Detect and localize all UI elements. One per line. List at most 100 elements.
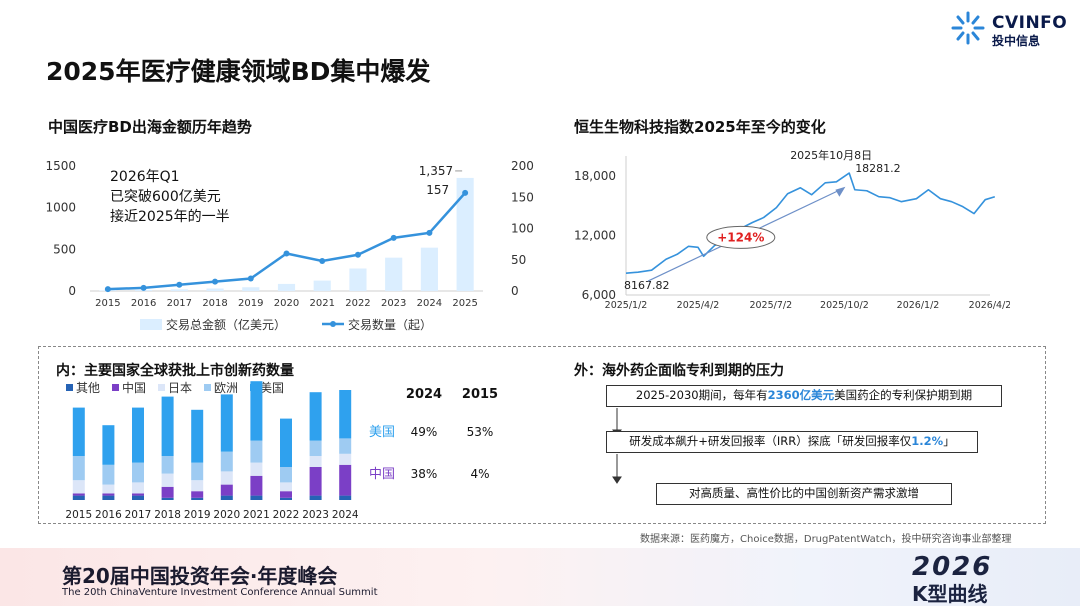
stacked-segment xyxy=(220,451,233,472)
table-row-label: 美国 xyxy=(369,425,395,440)
legend-bar-swatch xyxy=(140,319,162,330)
flow-step-1: 2025-2030期间，每年有2360亿美元美国药企的专利保护期到期 xyxy=(606,385,1002,407)
bar xyxy=(313,280,331,291)
stacked-segment xyxy=(280,467,292,483)
bar-label: 1,357 xyxy=(419,164,453,178)
x-tick: 2021 xyxy=(243,509,270,521)
legend-label: 美国 xyxy=(260,381,284,395)
line-point xyxy=(212,278,219,285)
pressure-title: 外：海外药企面临专利到期的压力 xyxy=(574,363,784,379)
flow-step-2: 研发成本飙升+研发回报率（IRR）探底「研发回报率仅1.2%」 xyxy=(606,431,978,453)
bar xyxy=(420,247,438,291)
x-tick: 2025/10/2 xyxy=(820,300,869,311)
footer-banner xyxy=(0,548,1080,606)
line-point xyxy=(319,258,326,264)
index-line xyxy=(625,172,996,274)
index-chart: 6,000 12,000 18,000 2025/1/2 2025/4/2 2025/7/… xyxy=(574,148,1010,311)
brand-name-en: CVINFO xyxy=(992,13,1068,33)
stacked-segment xyxy=(72,456,85,481)
x-tick: 2022 xyxy=(345,298,370,309)
stacked-segment xyxy=(250,440,263,463)
line-series xyxy=(107,192,467,291)
table-header: 2024 xyxy=(406,387,442,402)
bd-chart: 0 500 1000 1500 0 50 100 150 200 2015 2016 2017 2018… xyxy=(45,159,534,332)
legend-label: 其他 xyxy=(76,381,100,395)
x-tick: 2018 xyxy=(154,509,181,521)
stacked-segment xyxy=(339,438,352,454)
legend-swatch xyxy=(112,384,119,391)
stacked-segment xyxy=(339,390,352,439)
stacked-segment xyxy=(102,495,115,500)
brand-logo: CVINFO 投中信息 xyxy=(950,10,1070,50)
line-point xyxy=(247,275,254,282)
flow-step-3: 对高质量、高性价比的中国创新资产需求激增 xyxy=(656,483,952,505)
legend-swatch xyxy=(204,384,211,391)
change-label: +124% xyxy=(717,230,764,244)
stacked-segment xyxy=(191,409,204,463)
x-tick: 2017 xyxy=(167,298,192,309)
y-right-tick: 50 xyxy=(511,253,526,267)
line-point xyxy=(390,234,397,241)
x-tick: 2023 xyxy=(302,509,329,521)
x-tick: 2017 xyxy=(125,509,152,521)
peak-value-label: 18281.2 xyxy=(855,162,901,175)
data-source: 数据来源：医药魔方，Choice数据，DrugPatentWatch，投中研究咨… xyxy=(640,534,1012,545)
stacked-segment xyxy=(309,456,322,467)
x-tick: 2015 xyxy=(95,298,120,309)
x-tick: 2025 xyxy=(452,298,477,309)
stacked-segment xyxy=(220,394,233,452)
y-left-tick: 1500 xyxy=(45,159,76,173)
bd-chart-title: 中国医疗BD出海金额历年趋势 xyxy=(48,118,252,136)
x-tick: 2016 xyxy=(131,298,156,309)
bar xyxy=(456,177,474,291)
stacked-segment xyxy=(102,493,115,496)
table-header: 2015 xyxy=(462,387,498,402)
x-tick: 2016 xyxy=(95,509,122,521)
page-title: 2025年医疗健康领域BD集中爆发 xyxy=(46,57,431,86)
footer-title-en: The 20th ChinaVenture Investment Confere… xyxy=(62,587,378,598)
stacked-segment xyxy=(102,484,115,494)
table-cell: 49% xyxy=(411,425,438,439)
legend-label: 日本 xyxy=(168,381,192,395)
stacked-segment xyxy=(102,464,115,485)
stacked-segment xyxy=(191,497,204,500)
y-tick: 12,000 xyxy=(574,228,616,242)
x-tick: 2023 xyxy=(381,298,406,309)
x-tick: 2015 xyxy=(65,509,92,521)
stacked-segment xyxy=(309,495,322,500)
x-tick: 2024 xyxy=(332,509,359,521)
stacked-segment xyxy=(161,497,174,500)
y-right-tick: 200 xyxy=(511,159,534,173)
stacked-segment xyxy=(132,462,144,483)
bar xyxy=(349,268,367,291)
line-point xyxy=(176,281,183,288)
bar xyxy=(170,289,188,291)
bar xyxy=(385,257,403,291)
stacked-segment xyxy=(280,418,292,467)
stacked-segment xyxy=(309,440,322,456)
x-tick: 2020 xyxy=(274,298,299,309)
bottom-panel xyxy=(38,346,1046,524)
stacked-segment xyxy=(280,482,292,492)
index-chart-title: 恒生生物科技指数2025年至今的变化 xyxy=(574,118,826,136)
x-tick: 2025/1/2 xyxy=(605,300,648,311)
legend-swatch xyxy=(158,384,165,391)
line-point xyxy=(426,229,433,236)
share-table: 2024 2015 美国 49% 53% 中国 38% 4% xyxy=(369,387,498,482)
y-right-tick: 0 xyxy=(511,284,519,298)
stacked-segment xyxy=(132,407,144,463)
stacked-segment xyxy=(132,493,144,496)
legend-line-dot xyxy=(330,321,336,327)
stacked-segment xyxy=(132,482,144,494)
y-right-tick: 100 xyxy=(511,222,534,236)
y-left-tick: 500 xyxy=(53,242,76,256)
stacked-segment xyxy=(250,475,263,496)
line-point xyxy=(104,286,111,293)
annotation-line: 已突破600亿美元 xyxy=(110,189,221,205)
x-tick: 2021 xyxy=(310,298,335,309)
stacked-segment xyxy=(72,407,85,456)
legend-label: 欧洲 xyxy=(214,381,238,395)
table-row-label: 中国 xyxy=(369,467,395,482)
line-point xyxy=(140,284,147,291)
